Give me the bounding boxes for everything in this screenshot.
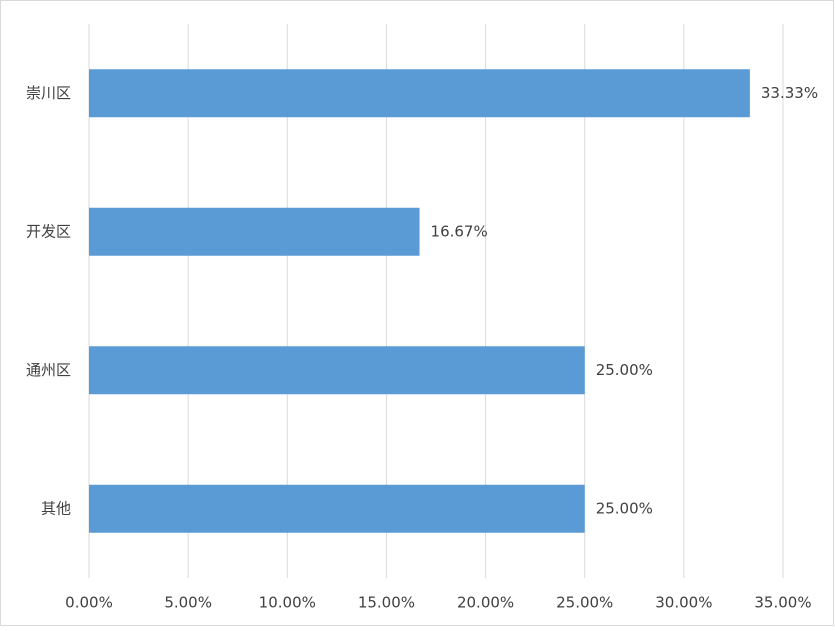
x-tick-label: 15.00% xyxy=(358,594,415,612)
x-tick-label: 35.00% xyxy=(754,594,811,612)
x-tick-label: 0.00% xyxy=(65,594,113,612)
bar xyxy=(89,346,585,395)
x-tick-label: 30.00% xyxy=(655,594,712,612)
data-label: 33.33% xyxy=(761,84,818,102)
data-label: 25.00% xyxy=(596,361,653,379)
y-tick-label: 通州区 xyxy=(26,361,71,379)
y-tick-label: 崇川区 xyxy=(26,84,71,102)
data-label: 25.00% xyxy=(596,499,653,517)
bar xyxy=(89,207,420,256)
bar xyxy=(89,69,750,118)
x-tick-label: 20.00% xyxy=(457,594,514,612)
y-tick-label: 其他 xyxy=(41,499,71,517)
x-tick-label: 25.00% xyxy=(556,594,613,612)
x-tick-label: 10.00% xyxy=(259,594,316,612)
data-label: 16.67% xyxy=(431,222,488,240)
x-tick-label: 5.00% xyxy=(164,594,212,612)
y-tick-label: 开发区 xyxy=(26,222,71,240)
bar xyxy=(89,484,585,533)
